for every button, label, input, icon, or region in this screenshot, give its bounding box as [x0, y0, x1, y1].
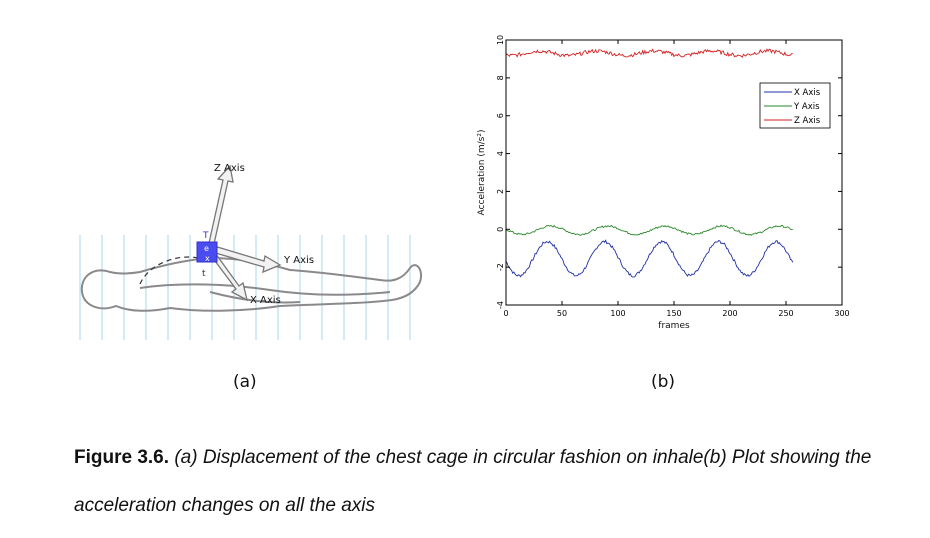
y-axis-arrow	[211, 245, 282, 274]
sensor-letter-x: x	[205, 254, 210, 263]
series-line-z-axis	[505, 48, 793, 58]
caption-text: (a) Displacement of the chest cage in ci…	[74, 447, 872, 516]
accelerometer-sensor	[196, 241, 218, 263]
x-tick-label: 300	[834, 309, 849, 318]
y-tick-label: 4	[496, 151, 505, 156]
chart-legend: X Axis Y Axis Z Axis	[759, 82, 831, 129]
series-line-x-axis	[505, 239, 794, 278]
x-tick-label: 200	[722, 309, 737, 318]
x-axis-label: X Axis	[250, 295, 281, 306]
y-tick-label: 2	[496, 189, 505, 194]
y-axis-title: Acceleration (m/s²)	[477, 130, 487, 216]
y-tick-label: 6	[496, 113, 505, 118]
x-tick-label: 100	[610, 309, 625, 318]
y-tick-label: -2	[496, 263, 505, 271]
legend-entry: X Axis	[794, 88, 821, 98]
sensor-letter-t: T	[202, 231, 209, 241]
plot-area-frame	[505, 39, 843, 306]
x-tick-label: 50	[557, 309, 567, 318]
sensor-letter-t2: t	[202, 269, 206, 279]
legend-entry: Y Axis	[793, 102, 820, 112]
subfigure-label-a: (a)	[233, 372, 257, 392]
caption-figure-number: Figure 3.6.	[74, 447, 170, 468]
series-group	[505, 48, 794, 278]
z-axis-label: Z Axis	[214, 163, 245, 174]
series-line-y-axis	[505, 224, 793, 236]
y-axis-label: Y Axis	[283, 255, 314, 266]
z-axis-arrow	[206, 164, 234, 254]
tick-group: 0 50 100 150 200 250 300 -4 -2 0 2 4 6 8 10	[496, 35, 850, 318]
legend-entry: Z Axis	[794, 116, 821, 126]
bed-grid-lines	[79, 235, 411, 340]
y-tick-label: -4	[496, 301, 505, 309]
subfigure-label-b: (b)	[651, 372, 676, 392]
x-tick-label: 150	[666, 309, 681, 318]
x-tick-label: 0	[503, 309, 508, 318]
y-tick-label: 10	[496, 35, 505, 45]
x-tick-label: 250	[778, 309, 793, 318]
sensor-letter-e: e	[204, 244, 209, 253]
y-tick-label: 8	[496, 75, 505, 80]
figure-caption: Figure 3.6. (a) Displacement of the ches…	[74, 434, 894, 530]
y-tick-label: 0	[496, 227, 505, 232]
x-axis-title: frames	[658, 321, 690, 331]
